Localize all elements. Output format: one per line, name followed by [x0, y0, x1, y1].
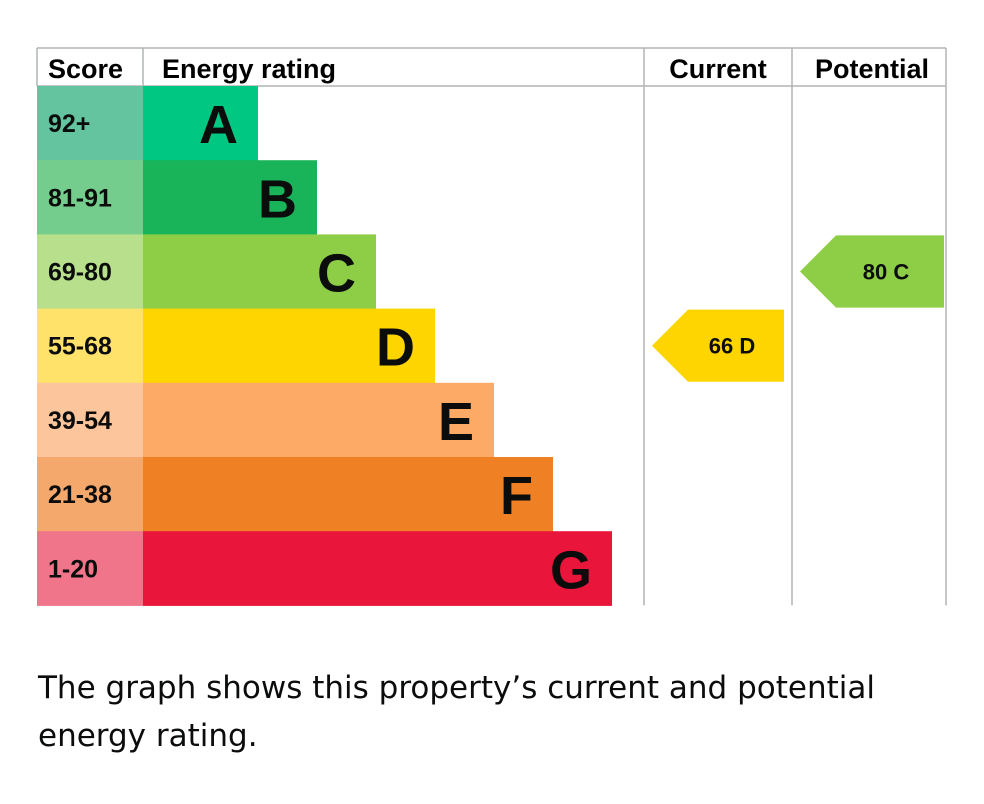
rating-bar-b [143, 160, 317, 235]
band-b: 81-91 B [37, 160, 317, 235]
header-current: Current [669, 54, 767, 84]
chart-caption: The graph shows this property’s current … [38, 670, 875, 754]
rating-bands: 92+ A 81-91 B 69-80 C 55-68 D 39-54 E 21-38 F 1-20 G [37, 86, 612, 606]
score-label-b: 81-91 [48, 184, 112, 212]
band-letter-f: F [500, 466, 533, 526]
current-rating-arrow-label: 66 D [709, 334, 755, 359]
chart-headers: Score Energy rating Current Potential [48, 54, 929, 84]
header-score: Score [48, 54, 123, 84]
score-cell-a [37, 86, 143, 161]
score-label-c: 69-80 [48, 259, 112, 287]
score-label-g: 1-20 [48, 555, 98, 583]
current-rating-arrow: 66 D [652, 309, 784, 382]
score-cell-f [37, 457, 143, 532]
score-cell-g [37, 531, 143, 606]
band-letter-b: B [258, 169, 297, 229]
rating-bar-g [143, 531, 612, 606]
energy-rating-chart: Score Energy rating Current Potential 92… [36, 47, 947, 606]
band-e: 39-54 E [37, 382, 494, 458]
score-label-d: 55-68 [48, 333, 112, 361]
band-g: 1-20 G [37, 531, 612, 606]
rating-bar-e [143, 382, 494, 458]
band-letter-e: E [438, 392, 474, 452]
score-cell-d [37, 308, 143, 384]
score-label-e: 39-54 [48, 407, 112, 435]
score-cell-b [37, 160, 143, 235]
rating-bar-f [143, 457, 553, 532]
band-letter-g: G [550, 540, 592, 600]
score-cell-e [37, 382, 143, 458]
potential-rating-arrow: 80 C [800, 235, 944, 308]
potential-rating-arrow-shape [800, 235, 944, 308]
band-c: 69-80 C [37, 234, 376, 310]
band-letter-d: D [376, 318, 415, 378]
rating-bar-c [143, 234, 376, 310]
header-energy-rating: Energy rating [162, 54, 336, 84]
potential-rating-arrow-label: 80 C [863, 260, 910, 285]
score-cell-c [37, 234, 143, 310]
band-letter-a: A [199, 95, 238, 155]
score-label-a: 92+ [48, 110, 90, 138]
band-f: 21-38 F [37, 457, 553, 532]
current-rating-arrow-shape [652, 309, 784, 382]
band-a: 92+ A [37, 86, 258, 161]
rating-bar-a [143, 86, 258, 161]
header-potential: Potential [815, 54, 929, 84]
band-d: 55-68 D [37, 308, 435, 384]
band-letter-c: C [317, 244, 356, 304]
rating-arrows: 66 D 80 C [652, 235, 944, 382]
score-label-f: 21-38 [48, 481, 112, 509]
rating-bar-d [143, 308, 435, 384]
